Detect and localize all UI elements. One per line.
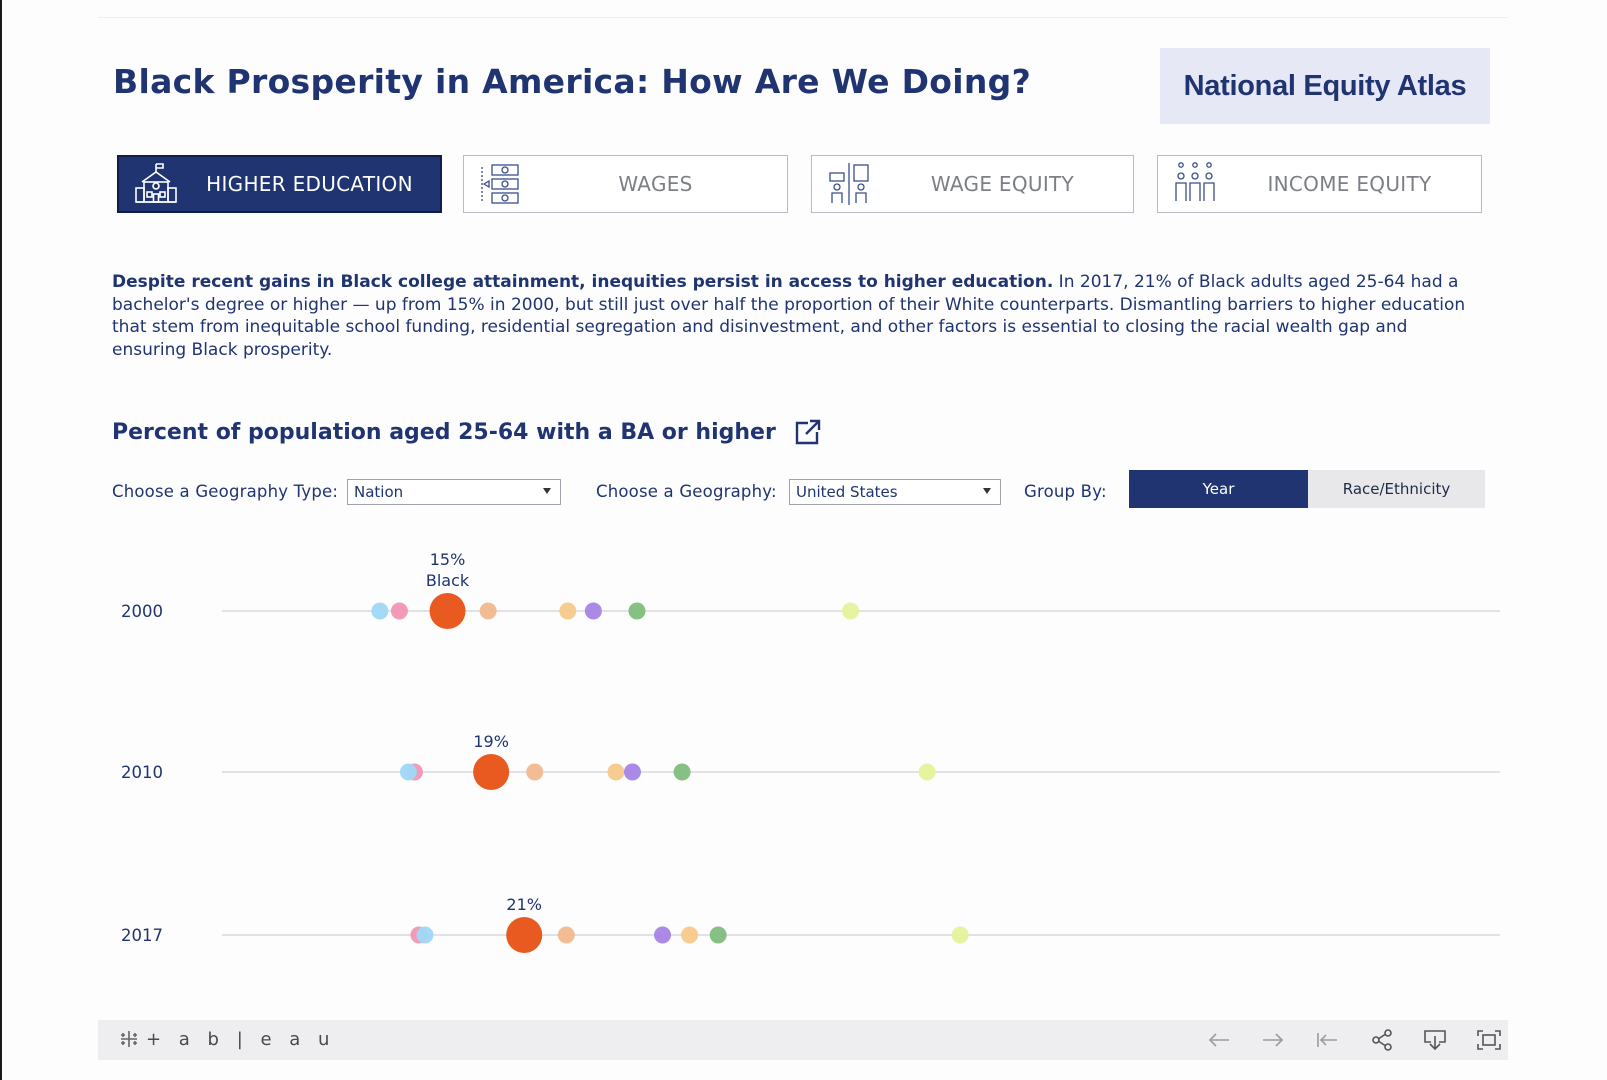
intro-paragraph: Despite recent gains in Black college at… [112,271,1482,361]
highlight-value-label: 21% [506,895,542,914]
chevron-down-icon [983,488,991,494]
chart-heading-text: Percent of population aged 25-64 with a … [112,419,776,445]
intro-bold: Despite recent gains in Black college at… [112,272,1054,292]
tab-label: WAGES [618,172,693,196]
year-tick-label: 2000 [121,602,163,621]
school-icon [133,161,179,207]
people-icon [1172,161,1218,207]
highlight-value-label: 15% [430,550,466,569]
data-point-yellow[interactable] [918,763,936,781]
data-point-peach[interactable] [479,602,497,620]
tab-higher-education[interactable]: HIGHER EDUCATION [117,155,442,213]
atlas-logo[interactable]: National Equity Atlas [1160,48,1490,124]
data-point-black[interactable] [473,754,510,790]
data-point-black[interactable] [506,917,543,953]
data-point-green[interactable] [673,763,691,781]
data-point-lightorange[interactable] [681,926,699,944]
group-by-year-button[interactable]: Year [1129,470,1308,508]
geo-label: Choose a Geography: [596,482,777,501]
year-tick-label: 2017 [121,926,163,945]
data-point-green[interactable] [628,602,646,620]
dot-plot-chart: 2000 15% Black 2010 19% 2017 21% [121,550,1500,953]
tableau-brand-text: + a b | e a u [146,1028,336,1050]
tab-wages[interactable]: WAGES [463,155,788,213]
data-point-purple[interactable] [584,602,602,620]
data-point-purple[interactable] [654,926,672,944]
tab-income-equity[interactable]: INCOME EQUITY [1157,155,1482,213]
external-link-icon[interactable] [794,418,822,446]
data-point-purple[interactable] [623,763,641,781]
data-point-lightblue[interactable] [416,926,434,944]
data-point-peach[interactable] [557,926,575,944]
highlight-value-label: 19% [473,732,509,751]
intro-rest: In 2017, 21% of Black adults aged 25-64 … [112,272,1466,360]
tab-label: WAGE EQUITY [930,172,1075,196]
tab-label: HIGHER EDUCATION [206,172,413,196]
data-point-lightblue[interactable] [371,602,389,620]
data-point-lightorange[interactable] [607,763,625,781]
window-edge [0,0,2,1080]
geo-type-label: Choose a Geography Type: [112,482,339,501]
data-point-black[interactable] [429,593,466,629]
data-point-yellow[interactable] [841,602,859,620]
download-icon[interactable] [1421,1028,1449,1052]
tableau-logo-icon [118,1028,140,1050]
money-stack-icon [478,161,524,207]
data-point-lightblue[interactable] [399,763,417,781]
back-arrow-icon[interactable] [1205,1028,1233,1052]
fullscreen-icon[interactable] [1475,1028,1503,1052]
group-by-label: Group By: [1024,482,1107,501]
chart-heading: Percent of population aged 25-64 with a … [112,418,822,446]
geo-value: United States [796,483,898,501]
data-point-peach[interactable] [526,763,544,781]
chevron-down-icon [543,488,551,494]
tab-label: INCOME EQUITY [1267,172,1432,196]
tab-wage-equity[interactable]: WAGE EQUITY [811,155,1134,213]
share-icon[interactable] [1368,1028,1396,1052]
geo-type-select[interactable]: Nation [347,479,561,505]
data-point-pink[interactable] [390,602,408,620]
tableau-brand[interactable]: + a b | e a u [118,1028,335,1050]
year-tick-label: 2010 [121,763,163,782]
page-title: Black Prosperity in America: How Are We … [113,62,1032,101]
data-point-green[interactable] [709,926,727,944]
data-point-yellow[interactable] [951,926,969,944]
geo-type-value: Nation [354,483,404,501]
highlight-group-label: Black [426,571,470,590]
geo-select[interactable]: United States [789,479,1001,505]
revert-icon[interactable] [1313,1028,1341,1052]
top-divider [98,17,1508,18]
data-point-lightorange[interactable] [559,602,577,620]
wage-scale-icon [826,161,872,207]
group-by-race-button[interactable]: Race/Ethnicity [1308,470,1485,508]
logo-text: National Equity Atlas [1183,69,1467,102]
forward-arrow-icon[interactable] [1259,1028,1287,1052]
